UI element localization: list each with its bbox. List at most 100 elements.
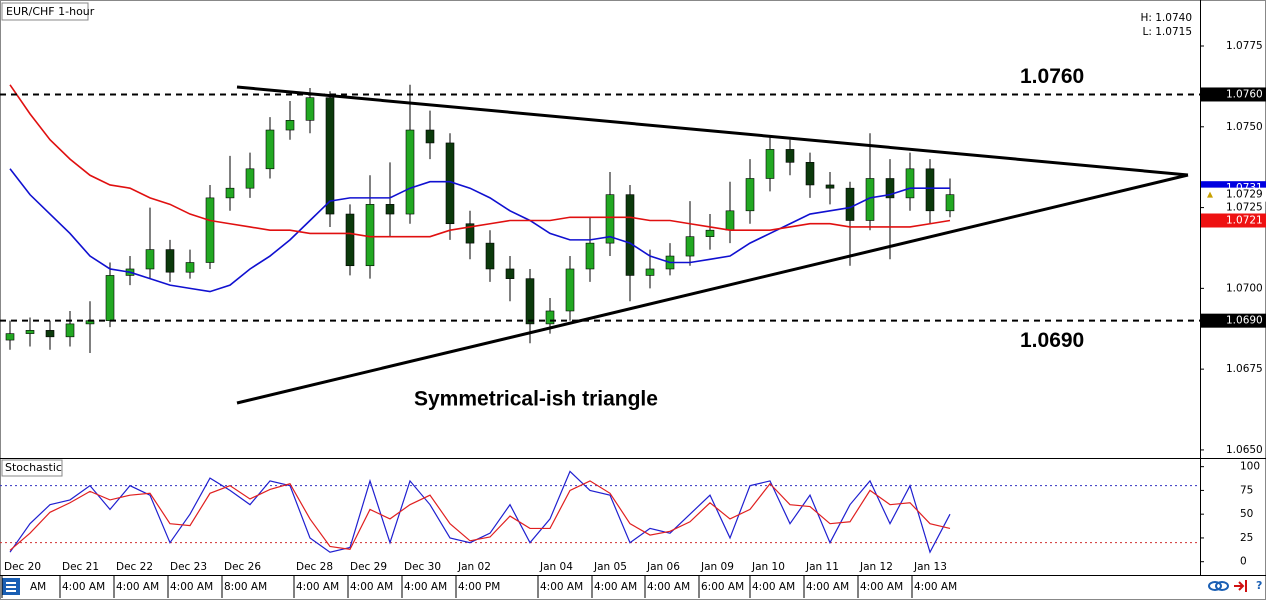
time-date-label: Jan 13 — [913, 561, 947, 573]
candle-body — [545, 310, 555, 325]
y-tick-label: 1.0775 — [1226, 40, 1263, 52]
candle-body — [25, 330, 35, 334]
time-hour-label: 8:00 AM — [224, 581, 267, 593]
candle-body — [345, 213, 355, 267]
indicator-title: Stochastic — [5, 461, 62, 474]
pattern-annotation: Symmetrical-ish triangle — [414, 388, 658, 411]
high-label: H: 1.0740 — [1140, 12, 1192, 24]
time-date-label: Dec 26 — [224, 561, 261, 573]
candle-body — [365, 204, 375, 267]
indicator-line — [9, 480, 951, 551]
y-tick-label: 25 — [1240, 532, 1253, 544]
ma-tag — [1201, 213, 1266, 228]
symbol-label: EUR/CHF 1-hour — [6, 5, 95, 18]
time-hour-label: 4:00 AM — [116, 581, 159, 593]
time-date-label: Dec 20 — [4, 561, 41, 573]
link-icon[interactable] — [1208, 581, 1222, 591]
time-date-label: Jan 02 — [457, 561, 491, 573]
moving-average — [9, 84, 951, 238]
candle-body — [845, 187, 855, 221]
candle-body — [245, 168, 255, 189]
candle-body — [745, 178, 755, 212]
candle-body — [925, 168, 935, 212]
candle-body — [405, 129, 415, 215]
candle-body — [505, 268, 515, 279]
candle-body — [5, 333, 15, 341]
candle-body — [385, 204, 395, 215]
price-tag-label: 1.0729 — [1226, 189, 1263, 201]
help-icon[interactable]: ? — [1256, 579, 1262, 592]
candle-body — [205, 197, 215, 263]
candle-body — [645, 268, 655, 276]
y-tick-label: 1.0750 — [1226, 121, 1263, 133]
time-date-label: Jan 05 — [593, 561, 627, 573]
moving-average — [9, 168, 950, 293]
candle-body — [725, 210, 735, 231]
candle-body — [145, 249, 155, 270]
time-date-label: Jan 09 — [700, 561, 734, 573]
time-hour-label: 4:00 AM — [404, 581, 447, 593]
candles — [5, 84, 955, 353]
time-date-label: Dec 22 — [116, 561, 153, 573]
indicator-box — [1, 459, 63, 477]
time-date-label: Jan 06 — [646, 561, 680, 573]
time-hour-label: 4:00 AM — [806, 581, 849, 593]
time-hour-label: 4:00 AM — [752, 581, 795, 593]
symbol-box — [1, 2, 89, 21]
level-annotation: 1.0690 — [1020, 329, 1084, 352]
time-hour-label: 4:00 AM — [350, 581, 393, 593]
candle-body — [885, 178, 895, 199]
price-tag-arrow — [1207, 191, 1213, 198]
time-hour-label: 4:00 AM — [170, 581, 213, 593]
candle-body — [305, 97, 315, 121]
candle-body — [585, 242, 595, 270]
candle-body — [265, 129, 275, 170]
candle-body — [685, 236, 695, 257]
triangle-upper-line — [236, 85, 1189, 177]
time-date-label: Jan 12 — [859, 561, 893, 573]
level-tag — [1201, 313, 1266, 328]
candle-body — [905, 168, 915, 199]
time-date-label: Dec 23 — [170, 561, 207, 573]
candle-body — [65, 323, 75, 338]
candle-body — [485, 242, 495, 270]
candle-body — [45, 330, 55, 338]
candle-body — [805, 162, 815, 186]
level-tag — [1201, 87, 1266, 102]
y-tick-label: 1.0650 — [1226, 444, 1263, 456]
shift-icon[interactable] — [1234, 580, 1247, 592]
level-tag-label: 1.0760 — [1226, 88, 1263, 100]
candle-body — [325, 97, 335, 215]
time-date-label: Dec 29 — [350, 561, 387, 573]
time-date-label: Jan 10 — [751, 561, 785, 573]
toolbar-icons[interactable]: ? — [1208, 579, 1262, 592]
indicator-line — [9, 470, 951, 554]
price-tag — [1201, 187, 1266, 202]
time-date-label: Dec 28 — [296, 561, 333, 573]
time-hour-label: 4:00 AM — [914, 581, 957, 593]
y-tick-label: 1.0700 — [1226, 282, 1263, 294]
candle-body — [525, 278, 535, 325]
ma-tag-label: 1.0721 — [1226, 214, 1263, 226]
time-hour-label: 4:00 AM — [62, 581, 105, 593]
candle-body — [705, 229, 715, 237]
time-hour-label: 4:00 AM — [540, 581, 583, 593]
menu-icon[interactable] — [2, 578, 20, 595]
candle-body — [425, 129, 435, 144]
time-hour-label: 4:00 AM — [594, 581, 637, 593]
candle-body — [185, 262, 195, 273]
y-tick-label: 75 — [1240, 484, 1253, 496]
time-hour-label: 6:00 AM — [701, 581, 744, 593]
time-date-label: Jan 11 — [805, 561, 839, 573]
candle-body — [465, 223, 475, 244]
y-tick-label: 100 — [1240, 461, 1260, 473]
candle-body — [625, 194, 635, 276]
time-date-label: Jan 04 — [539, 561, 573, 573]
time-hour-label: 4:00 AM — [647, 581, 690, 593]
level-tag-label: 1.0690 — [1226, 315, 1263, 327]
candle-body — [825, 184, 835, 189]
candle-body — [565, 268, 575, 312]
candle-body — [105, 275, 115, 321]
